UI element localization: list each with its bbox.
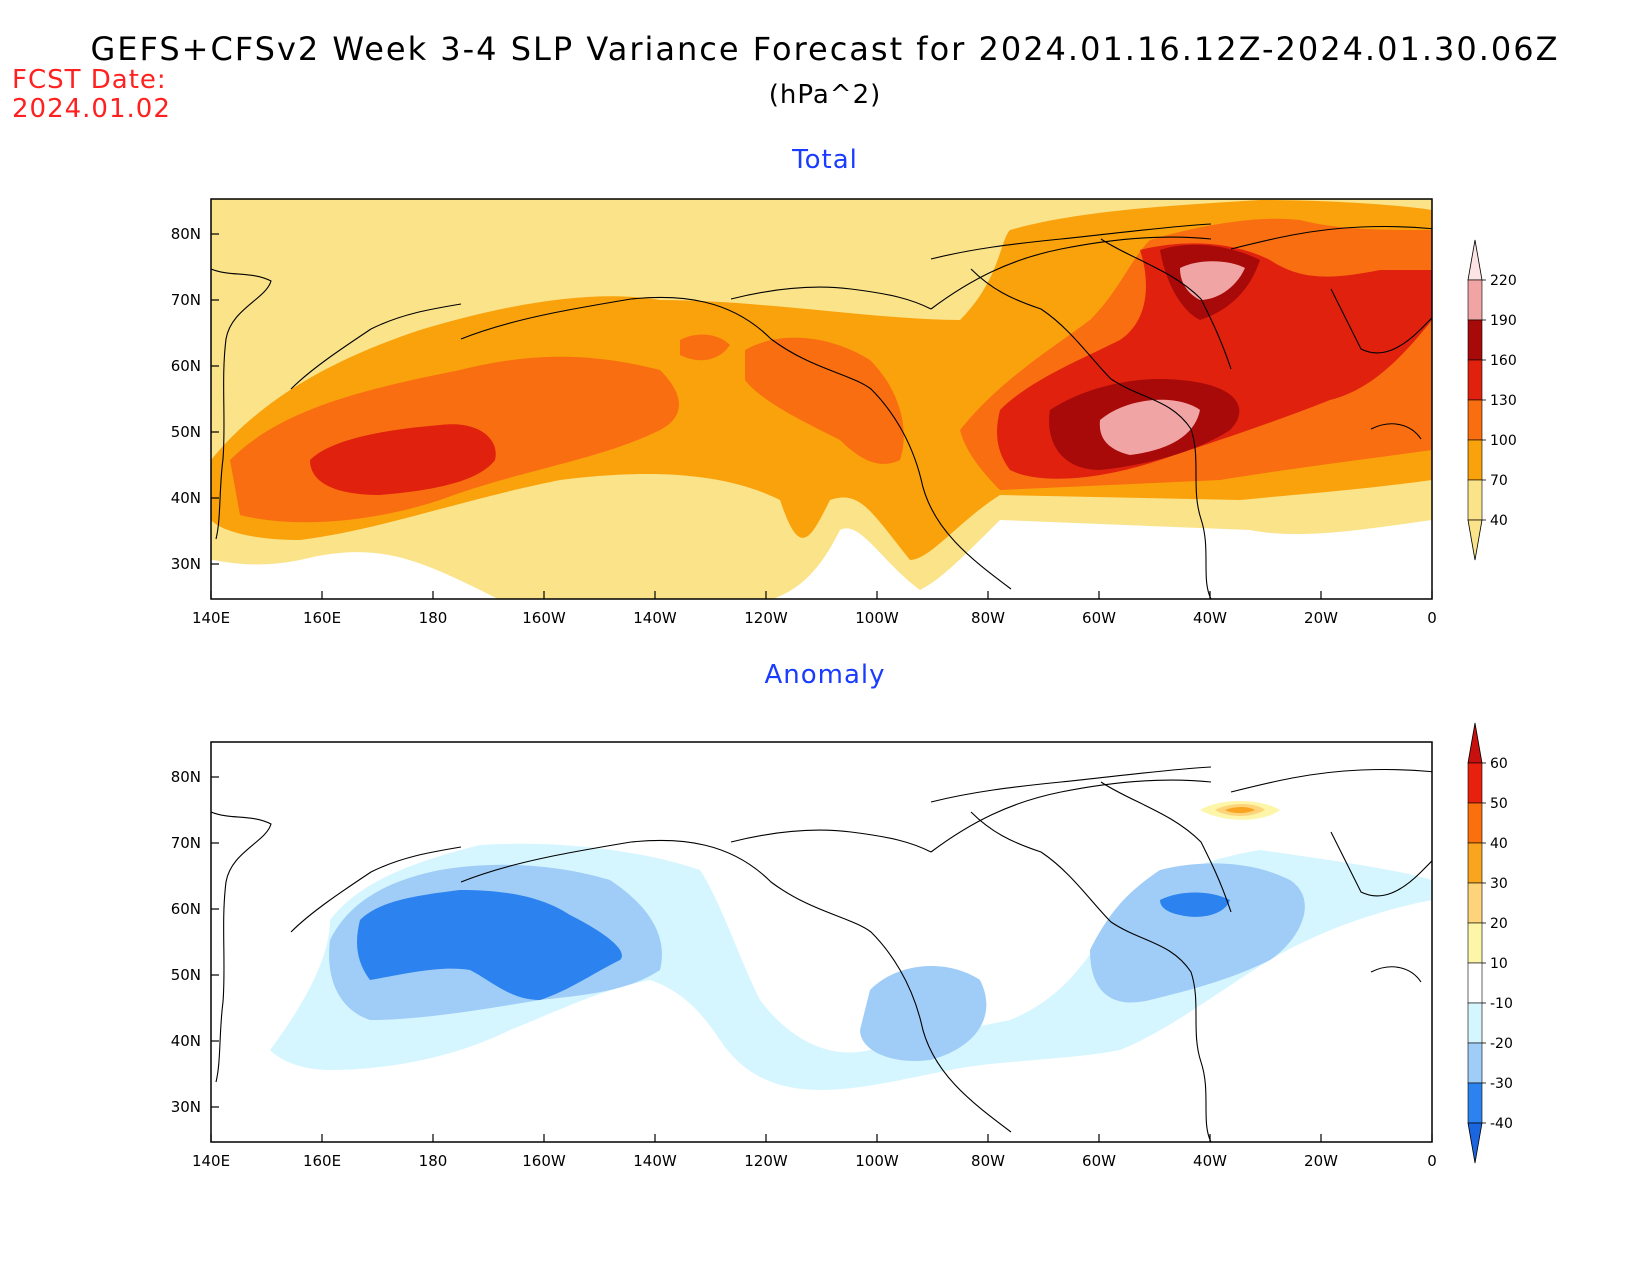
forecast-date-label: FCST Date: [12, 65, 167, 95]
colorbar-segment [1467, 1082, 1483, 1124]
x-tick-label: 160W [522, 1152, 566, 1170]
x-tick-label: 120W [744, 1152, 788, 1170]
x-tick-label: 80W [971, 1152, 1005, 1170]
colorbar-segment [1467, 762, 1483, 804]
colorbar-label: -20 [1490, 1036, 1513, 1052]
x-tick-label: 140E [192, 1152, 230, 1170]
main-title: GEFS+CFSv2 Week 3-4 SLP Variance Forecas… [90, 30, 1560, 68]
y-tick-label: 60N [171, 900, 201, 918]
colorbar-label: 220 [1490, 273, 1517, 289]
x-tick-label: 140W [633, 609, 677, 627]
colorbar-label: 60 [1490, 756, 1508, 772]
forecast-date-block: FCST Date: 2024.01.02 [12, 66, 171, 124]
colorbar-segment [1467, 359, 1483, 401]
y-tick-label: 70N [171, 834, 201, 852]
colorbar-segment [1467, 962, 1483, 1004]
y-tick-label: 40N [171, 489, 201, 507]
x-tick-label: 40W [1193, 609, 1227, 627]
y-tick-label: 50N [171, 423, 201, 441]
colorbar-label: 190 [1490, 313, 1517, 329]
x-tick-label: 180 [419, 609, 448, 627]
colorbar-label: 30 [1490, 876, 1508, 892]
x-tick-label: 140E [192, 609, 230, 627]
colorbar-label: 40 [1490, 836, 1508, 852]
colorbar-label: -40 [1490, 1116, 1513, 1132]
y-tick-label: 30N [171, 555, 201, 573]
x-tick-label: 0 [1427, 1152, 1437, 1170]
colorbar-top-arrow [1467, 722, 1483, 764]
units-label: (hPa^2) [768, 80, 882, 110]
y-tick-label: 60N [171, 357, 201, 375]
forecast-date-value: 2024.01.02 [12, 94, 171, 124]
colorbar-bottom-arrow [1467, 519, 1483, 561]
colorbar-label: 160 [1490, 353, 1517, 369]
colorbar-segment [1467, 319, 1483, 361]
x-tick-label: 60W [1082, 1152, 1116, 1170]
colorbar-bottom-arrow [1467, 1122, 1483, 1164]
colorbar-segment [1467, 1042, 1483, 1084]
colorbar-label: -10 [1490, 996, 1513, 1012]
x-tick-label: 140W [633, 1152, 677, 1170]
y-tick-label: 30N [171, 1098, 201, 1116]
y-tick-label: 40N [171, 1032, 201, 1050]
y-tick-label: 80N [171, 768, 201, 786]
x-tick-label: 20W [1304, 609, 1338, 627]
colorbar-label: 40 [1490, 513, 1508, 529]
anomaly-panel-title: Anomaly [764, 660, 886, 690]
colorbar-segment [1467, 922, 1483, 964]
colorbar-segment [1467, 802, 1483, 844]
colorbar-segment [1467, 479, 1483, 521]
x-tick-label: 160E [303, 1152, 341, 1170]
x-tick-label: 0 [1427, 609, 1437, 627]
colorbar-label: 10 [1490, 956, 1508, 972]
x-tick-label: 100W [855, 1152, 899, 1170]
y-tick-label: 80N [171, 225, 201, 243]
colorbar-label: 70 [1490, 473, 1508, 489]
colorbar-segment [1467, 399, 1483, 441]
colorbar-top-arrow [1467, 239, 1483, 281]
colorbar-segment [1467, 1002, 1483, 1044]
x-tick-label: 160W [522, 609, 566, 627]
y-tick-label: 50N [171, 966, 201, 984]
colorbar-segment [1467, 279, 1483, 321]
x-tick-label: 180 [419, 1152, 448, 1170]
colorbar-label: 100 [1490, 433, 1517, 449]
x-tick-label: 120W [744, 609, 788, 627]
colorbar-segment [1467, 842, 1483, 884]
colorbar-label: 130 [1490, 393, 1517, 409]
x-tick-label: 60W [1082, 609, 1116, 627]
colorbar-segment [1467, 439, 1483, 481]
colorbar-label: -30 [1490, 1076, 1513, 1092]
colorbar-segment [1467, 882, 1483, 924]
y-tick-label: 70N [171, 291, 201, 309]
total-panel-title: Total [792, 145, 858, 175]
x-tick-label: 20W [1304, 1152, 1338, 1170]
colorbar-label: 20 [1490, 916, 1508, 932]
x-tick-label: 160E [303, 609, 341, 627]
colorbar-label: 50 [1490, 796, 1508, 812]
x-tick-label: 40W [1193, 1152, 1227, 1170]
x-tick-label: 100W [855, 609, 899, 627]
x-tick-label: 80W [971, 609, 1005, 627]
